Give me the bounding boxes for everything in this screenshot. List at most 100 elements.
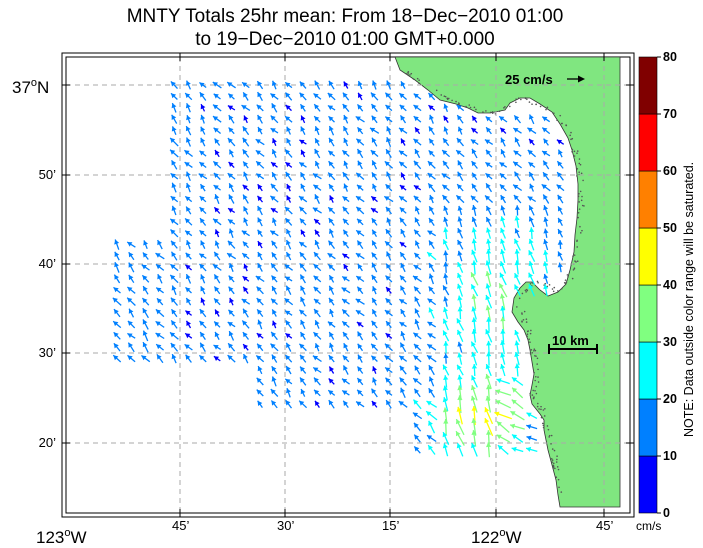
current-vector-head — [356, 206, 362, 212]
colorbar-bin — [638, 455, 658, 514]
shore-dot — [536, 357, 539, 360]
current-vector-head — [356, 230, 362, 236]
current-vector-head — [471, 317, 477, 323]
current-vector-head — [457, 273, 462, 279]
current-vector-head — [358, 92, 363, 98]
current-vector-head — [443, 115, 449, 121]
current-vector-head — [228, 127, 234, 133]
current-vector-head — [471, 216, 477, 223]
current-vector-head — [142, 252, 148, 258]
current-vector-head — [256, 298, 262, 304]
current-vector-head — [272, 172, 277, 178]
current-vector-head — [299, 263, 305, 269]
current-vector-head — [543, 284, 549, 290]
shore-dot — [535, 392, 538, 395]
shore-dot — [578, 192, 580, 195]
current-vector-head — [357, 263, 363, 270]
shore-dot — [534, 354, 536, 357]
shore-dot — [530, 349, 533, 351]
current-vector-head — [427, 321, 433, 327]
current-vector-head — [472, 172, 477, 178]
shore-dot — [552, 290, 555, 293]
current-vector-head — [342, 378, 348, 384]
shore-dot — [537, 381, 540, 383]
current-vector-head — [270, 230, 276, 236]
current-vector-head — [470, 385, 476, 391]
current-vector-head — [500, 127, 506, 133]
current-vector-head — [271, 354, 277, 360]
shore-dot — [528, 338, 530, 340]
current-vector-head — [185, 126, 191, 132]
current-vector-head — [471, 183, 477, 189]
shore-dot — [565, 281, 568, 283]
current-vector-head — [286, 388, 291, 394]
current-vector-head — [372, 309, 377, 315]
current-vector-head — [257, 400, 263, 406]
current-vector-head — [256, 389, 262, 395]
current-vector-head — [199, 150, 205, 156]
current-vector-head — [128, 342, 133, 348]
current-vector-head — [429, 206, 434, 212]
colorbar-tick-label: 80 — [663, 50, 677, 64]
current-vector-head — [329, 309, 334, 315]
current-vector-head — [185, 287, 191, 293]
current-vector-head — [328, 240, 334, 246]
current-vector-head — [399, 365, 405, 371]
lat-suffix: N — [37, 78, 49, 97]
lon-label-123w: 123oW — [36, 527, 87, 547]
current-vector-head — [155, 309, 161, 315]
shore-dot — [557, 478, 560, 481]
current-vector-head — [442, 443, 448, 449]
current-vector-head — [457, 205, 463, 211]
current-vector-head — [271, 80, 277, 86]
current-vector-head — [457, 239, 463, 246]
shore-dot — [570, 138, 572, 141]
current-vector-head — [243, 206, 248, 212]
current-vector-head — [257, 195, 263, 202]
current-vector-head — [214, 298, 219, 304]
current-vector-head — [171, 320, 176, 326]
current-vector-head — [300, 274, 305, 280]
current-vector-head — [257, 252, 263, 258]
current-vector-head — [414, 286, 419, 292]
current-vector-head — [557, 251, 563, 257]
current-vector-head — [443, 307, 448, 313]
colorbar-bin — [638, 170, 658, 229]
shore-dot — [555, 461, 558, 463]
shore-dot — [465, 105, 467, 108]
current-vector-head — [528, 284, 534, 290]
current-vector-head — [471, 128, 477, 133]
current-vector-head — [428, 126, 434, 132]
current-vector-head — [243, 171, 248, 177]
current-vector-head — [370, 127, 376, 133]
lon-suffix: W — [71, 528, 87, 547]
current-vector-head — [486, 238, 492, 244]
current-vector-head — [529, 183, 535, 189]
colorbar-tick-label: 20 — [663, 392, 677, 406]
current-vector-head — [512, 387, 518, 393]
coastline-land — [394, 57, 621, 508]
current-vector-head — [500, 329, 506, 334]
current-vector-head — [285, 333, 291, 339]
current-vector-head — [228, 208, 234, 213]
current-vector-head — [514, 115, 520, 121]
current-vector-head — [271, 275, 277, 281]
current-vector-head — [271, 240, 277, 246]
shore-dot — [468, 104, 471, 106]
current-vector-head — [400, 331, 406, 337]
current-vector-head — [428, 307, 434, 313]
shore-dot — [521, 321, 523, 323]
current-vector-head — [315, 400, 320, 406]
current-vector-head — [457, 352, 463, 358]
shore-dot — [537, 368, 539, 371]
current-vector-head — [486, 351, 492, 357]
current-vector-head — [457, 395, 463, 400]
current-vector-head — [227, 322, 233, 327]
current-vector-head — [386, 287, 391, 293]
current-vector-head — [485, 374, 491, 379]
current-vector-head — [457, 250, 463, 256]
shore-dot — [534, 389, 536, 392]
current-vector-head — [443, 103, 449, 109]
current-vector-head — [314, 229, 320, 235]
current-vector-head — [413, 378, 419, 383]
